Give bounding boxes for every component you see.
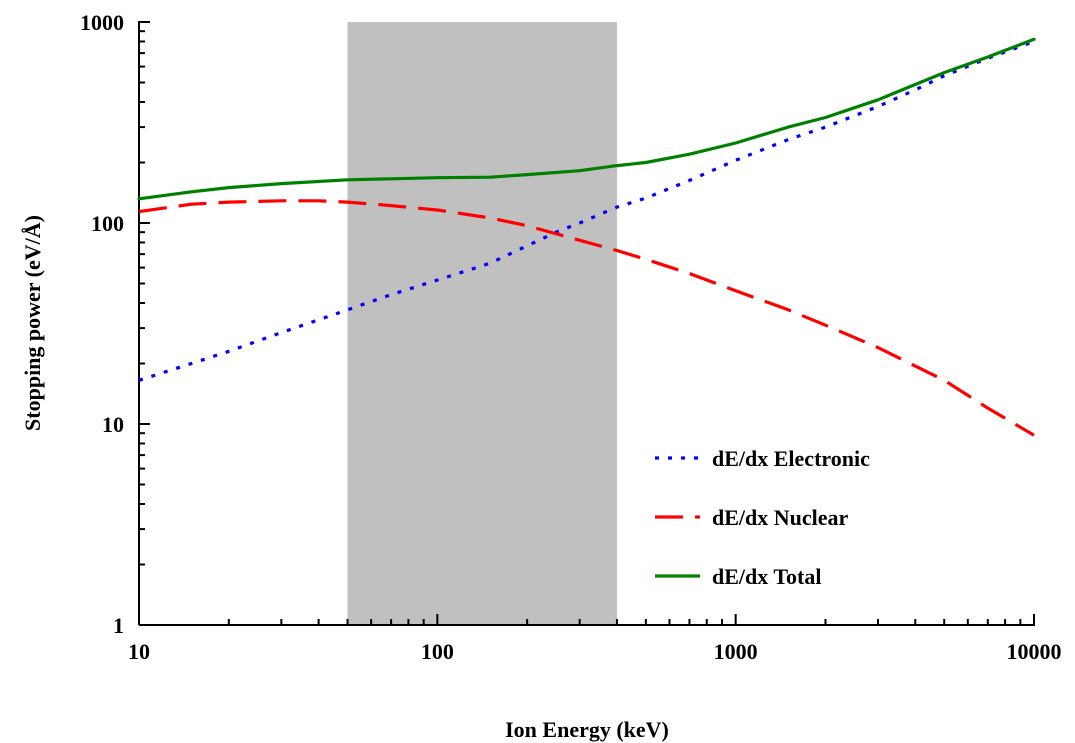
- y-tick-label: 1: [113, 613, 124, 638]
- x-tick-label: 1000: [714, 639, 758, 664]
- series-line-electronic: [138, 39, 1035, 382]
- legend-label-total: dE/dx Total: [712, 564, 821, 589]
- legend-item-nuclear: dE/dx Nuclear: [655, 505, 849, 530]
- legend-label-nuclear: dE/dx Nuclear: [712, 505, 849, 530]
- y-tick-label: 10: [102, 412, 124, 437]
- x-tick-label: 10: [128, 639, 150, 664]
- x-axis-title: Ion Energy (keV): [505, 717, 669, 742]
- series-layer: [137, 37, 1036, 437]
- y-tick-label: 1000: [80, 10, 124, 35]
- legend: dE/dx Electronic dE/dx Nuclear dE/dx Tot…: [655, 446, 870, 589]
- shaded-energy-band: [347, 22, 617, 625]
- shaded-region-layer: [347, 22, 617, 625]
- series-line-total: [137, 37, 1036, 201]
- x-tick-label: 10000: [1007, 639, 1062, 664]
- legend-label-electronic: dE/dx Electronic: [712, 446, 870, 471]
- legend-item-electronic: dE/dx Electronic: [655, 446, 870, 471]
- axes-layer: [138, 21, 1035, 626]
- x-tick-label: 100: [421, 639, 454, 664]
- series-line-nuclear: [138, 199, 1035, 437]
- y-axis-title: Stopping power (eV/Å): [20, 215, 45, 431]
- y-tick-label: 100: [91, 211, 124, 236]
- legend-item-total: dE/dx Total: [655, 564, 821, 589]
